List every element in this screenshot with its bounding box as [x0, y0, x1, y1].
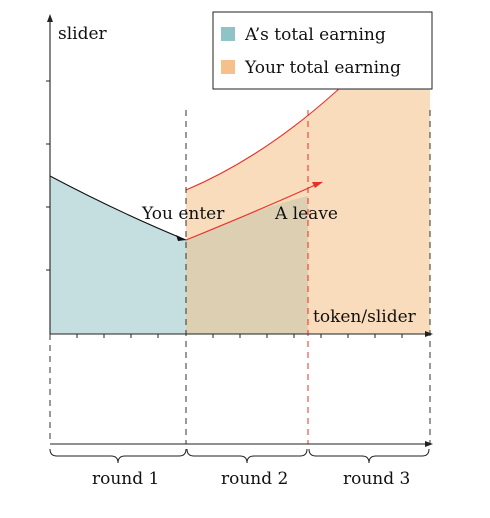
- legend-swatch-a-earning: [221, 27, 235, 41]
- you-enter-arrowhead: [176, 235, 186, 241]
- round-3-label: round 3: [343, 469, 410, 489]
- round2-brace: [186, 448, 308, 464]
- round-2-label: round 2: [221, 469, 288, 489]
- round3-brace: [308, 448, 430, 464]
- a-leave-label: A leave: [274, 204, 338, 224]
- legend-label-your-earning: Your total earning: [244, 58, 401, 78]
- timeline-arrowhead: [425, 441, 433, 447]
- x-axis-label: token/slider: [313, 307, 417, 327]
- legend-label-a-earning: A’s total earning: [244, 25, 386, 45]
- legend-box: [212, 11, 433, 90]
- a-earning-curve: [49, 175, 187, 241]
- legend: A’s total earning Your total earning: [212, 11, 433, 90]
- legend-swatch-your-earning: [221, 60, 235, 74]
- a-leave-arrowhead: [312, 182, 323, 188]
- y-axis-ticks: [46, 80, 50, 271]
- y-axis-label: slider: [58, 24, 108, 44]
- y-axis-arrowhead: [47, 14, 53, 22]
- overlap-region: [186, 196, 308, 334]
- you-enter-label: You enter: [141, 204, 225, 224]
- x-axis-ticks: [76, 334, 403, 338]
- a-earning-region: [50, 176, 186, 334]
- round1-brace: [49, 448, 187, 464]
- x-axis-arrowhead: [425, 331, 433, 337]
- round-1-label: round 1: [92, 469, 159, 489]
